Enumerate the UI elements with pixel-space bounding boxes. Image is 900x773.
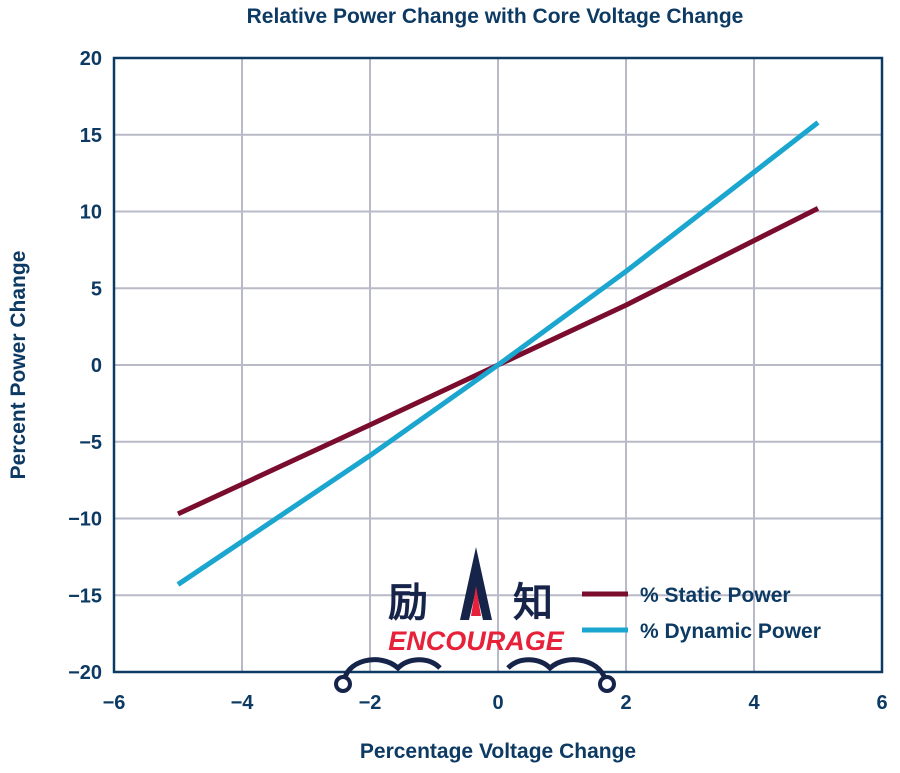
logo-swirl-right: [506, 657, 609, 685]
legend-label: % Dynamic Power: [640, 620, 821, 643]
logo-wordmark: ENCOURAGE: [388, 626, 565, 656]
logo-swirl-left: [341, 657, 442, 685]
logo-char-left: 励: [388, 580, 428, 626]
x-tick-label: 0: [492, 692, 503, 714]
y-axis-title: Percent Power Change: [7, 251, 30, 480]
logo-dot-left: [334, 675, 352, 693]
encourage-logo: 励 知 ENCOURAGE: [334, 547, 616, 693]
x-tick-label: 2: [620, 692, 631, 714]
y-tick-label: −10: [68, 509, 102, 531]
x-tick-label: 6: [876, 692, 887, 714]
y-tick-label: 0: [91, 355, 102, 377]
series-layer: [176, 120, 820, 587]
x-tick-label: −2: [359, 692, 382, 714]
y-tick-label: 15: [80, 125, 102, 147]
x-tick-label: −4: [231, 692, 255, 714]
logo-a-inner: [471, 586, 481, 616]
logo-a-mark: [460, 547, 492, 620]
y-tick-label: −5: [79, 432, 102, 454]
logo-dot-right: [598, 675, 616, 693]
y-tick-label: −15: [68, 585, 102, 607]
plot-frame: [112, 56, 884, 674]
logo-char-right: 知: [513, 580, 553, 626]
legend-label: % Static Power: [640, 584, 791, 607]
y-tick-label: 20: [80, 48, 102, 70]
legend: % Static Power % Dynamic Power: [582, 584, 821, 643]
series-line-dynamic: [176, 120, 820, 587]
y-tick-label: 5: [91, 278, 102, 300]
x-tick-label: 4: [748, 692, 760, 714]
x-axis-title: Percentage Voltage Change: [360, 740, 636, 763]
y-tick-label: 10: [80, 202, 102, 224]
grid-lines: [113, 57, 883, 673]
y-tick-labels: 20 15 10 5 0 −5 −10 −15 −20: [68, 48, 102, 684]
chart-title: Relative Power Change with Core Voltage …: [247, 5, 744, 28]
x-tick-labels: −6 −4 −2 0 2 4 6: [103, 692, 888, 714]
x-tick-label: −6: [103, 692, 126, 714]
y-tick-label: −20: [68, 662, 102, 684]
